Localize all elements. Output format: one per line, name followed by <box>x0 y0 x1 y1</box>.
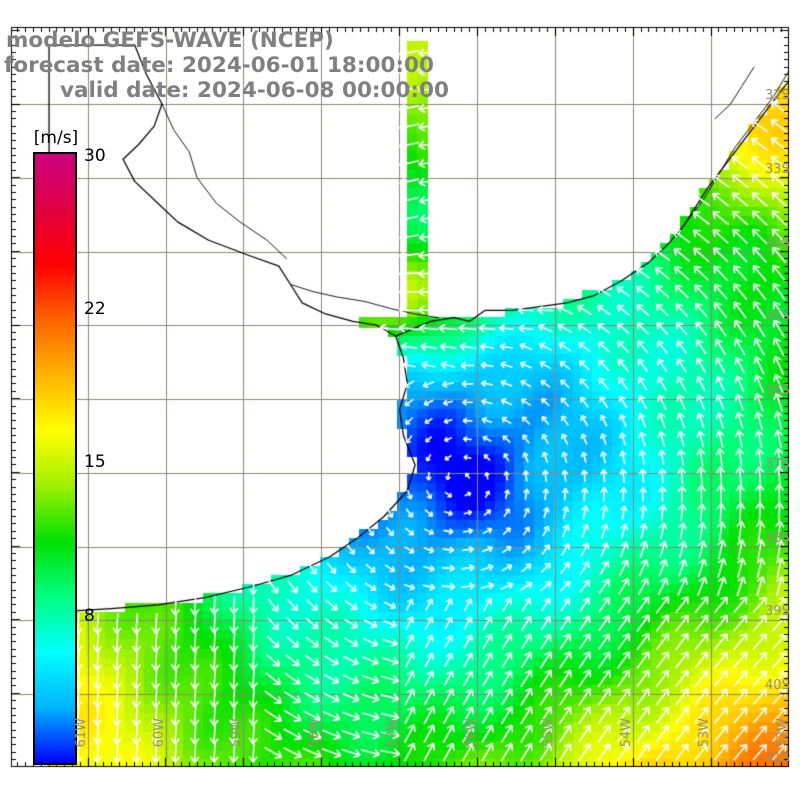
lon-label-54W: 54W <box>619 718 634 748</box>
colorbar-tick-8: 8 <box>84 606 95 626</box>
valid-date: valid date: 2024-06-08 00:00:00 <box>60 78 449 103</box>
lon-label-52W: 52W <box>775 718 790 748</box>
colorbar <box>33 152 77 765</box>
map-title-block: modelo GEFS-WAVE (NCEP) forecast date: 2… <box>0 28 520 103</box>
lat-label-37S: 37S <box>765 457 790 472</box>
lat-label-33S: 33S <box>765 162 790 177</box>
lat-label-39S: 39S <box>765 604 790 619</box>
lat-label-36S: 36S <box>765 383 790 398</box>
lon-label-55W: 55W <box>541 718 556 748</box>
lon-label-59W: 59W <box>229 718 244 748</box>
lon-label-61W: 61W <box>74 718 89 748</box>
colorbar-tick-22: 22 <box>84 299 106 319</box>
lat-label-34S: 34S <box>765 236 790 251</box>
colorbar-gradient <box>35 154 75 763</box>
lat-label-32S: 32S <box>765 88 790 103</box>
lat-label-38S: 38S <box>765 531 790 546</box>
lat-label-35S: 35S <box>765 309 790 324</box>
lat-label-41S: 41S <box>765 751 790 766</box>
forecast-date: forecast date: 2024-06-01 18:00:00 <box>4 53 434 78</box>
colorbar-tick-30: 30 <box>84 146 106 166</box>
colorbar-tick-15: 15 <box>84 452 106 472</box>
lon-label-60W: 60W <box>152 718 167 748</box>
colorbar-unit-label: [m/s] <box>33 128 79 148</box>
model-title: modelo GEFS-WAVE (NCEP) <box>6 28 334 53</box>
lat-label-40S: 40S <box>765 678 790 693</box>
lon-label-57W: 57W <box>385 718 400 748</box>
lon-label-53W: 53W <box>697 718 712 748</box>
lon-label-56W: 56W <box>463 718 478 748</box>
lon-label-58W: 58W <box>307 718 322 748</box>
